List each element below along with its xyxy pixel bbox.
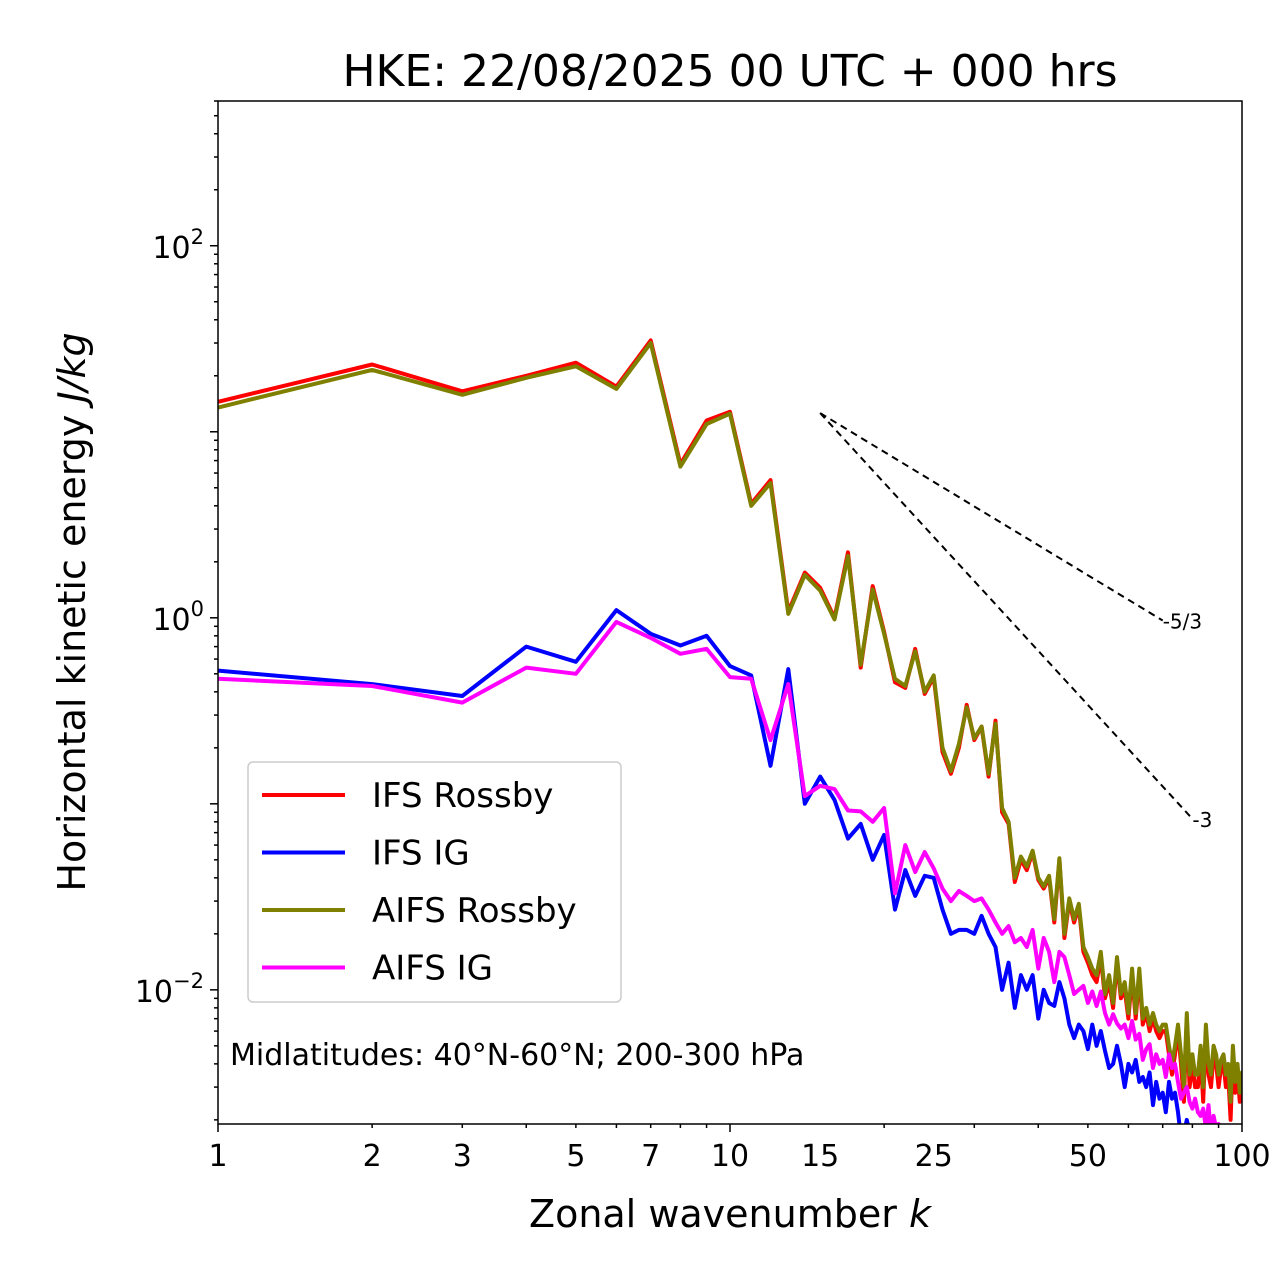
y-tick-label: 100	[152, 597, 204, 638]
series-line-aifs-rossby	[218, 341, 1242, 1104]
x-tick-label: 15	[801, 1139, 839, 1174]
chart-title: HKE: 22/08/2025 00 UTC + 000 hrs	[342, 46, 1117, 97]
legend-label-ifs-rossby: IFS Rossby	[372, 776, 553, 816]
slope-label-3: -3	[1192, 808, 1212, 832]
slope-line-5-3	[819, 412, 1164, 622]
x-tick-label: 10	[711, 1139, 749, 1174]
legend-box	[247, 761, 622, 1003]
x-axis-label-symbol: k	[909, 1192, 933, 1236]
legend-entries: IFS Rossby IFS IG AIFS Rossby AIFS IG	[262, 776, 577, 989]
x-tick-label: 100	[1213, 1139, 1270, 1174]
x-axis-ticks: 1 2 3 5 7 10 15 25 50 100	[208, 1124, 1271, 1174]
x-axis-label: Zonal wavenumber k	[529, 1192, 933, 1236]
x-tick-label: 50	[1069, 1139, 1107, 1174]
series-layer	[218, 338, 1242, 1124]
slope-reference-lines: -5/3 -3	[819, 412, 1212, 832]
y-tick-label: 102	[152, 225, 204, 266]
y-axis-ticks: 102 100 10−2	[135, 100, 218, 1121]
legend: IFS Rossby IFS IG AIFS Rossby AIFS IG	[247, 761, 622, 1003]
x-axis-label-text: Zonal wavenumber	[529, 1192, 897, 1236]
x-tick-label: 5	[566, 1139, 585, 1174]
series-line-aifs-ig	[218, 619, 1221, 1124]
legend-label-ifs-ig: IFS IG	[372, 834, 470, 874]
x-tick-label: 7	[641, 1139, 660, 1174]
y-axis-label-text: Horizontal kinetic energy	[50, 415, 94, 892]
x-tick-label: 1	[208, 1139, 227, 1174]
y-tick-label: 10−2	[135, 969, 204, 1010]
series-line-ifs-ig	[218, 608, 1190, 1124]
x-tick-label: 25	[915, 1139, 953, 1174]
x-tick-label: 3	[453, 1139, 472, 1174]
x-tick-label: 2	[363, 1139, 382, 1174]
slope-line-3	[819, 412, 1194, 820]
region-annotation: Midlatitudes: 40°N-60°N; 200-300 hPa	[230, 1038, 804, 1073]
y-axis-label-units: J/kg	[50, 332, 94, 409]
y-axis-label: Horizontal kinetic energy J/kg	[50, 332, 94, 891]
slope-label-5-3: -5/3	[1163, 610, 1202, 634]
legend-label-aifs-rossby: AIFS Rossby	[372, 891, 577, 931]
legend-label-aifs-ig: AIFS IG	[372, 949, 493, 989]
